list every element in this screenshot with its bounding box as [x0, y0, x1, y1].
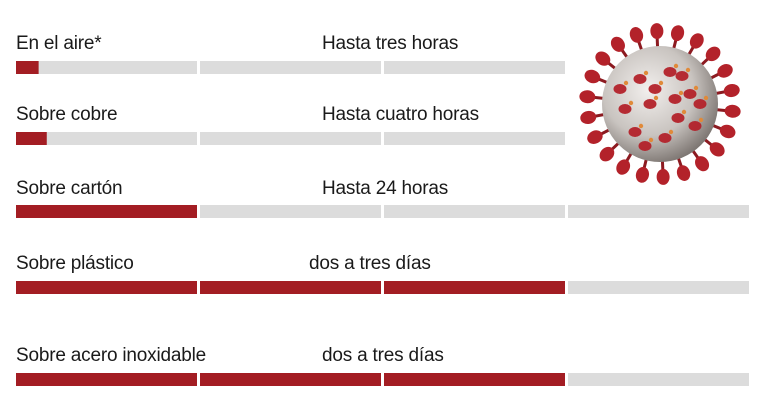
virus-surface-dot — [658, 80, 664, 86]
bar-fill-segment — [384, 373, 565, 386]
virus-surface-dot — [685, 67, 691, 73]
virus-spike — [595, 51, 611, 66]
virus-surface-dot — [623, 80, 629, 86]
virus-spike — [580, 110, 597, 125]
virus-spike — [587, 130, 603, 144]
virus-spike — [616, 159, 631, 175]
bar-track-segment — [568, 281, 749, 294]
virus-surface-spike — [613, 84, 627, 94]
bar-track-segment — [16, 61, 197, 74]
virus-surface-spike — [658, 133, 672, 143]
bar-track-segment — [384, 132, 565, 145]
bar-fill-segment — [200, 373, 381, 386]
virus-surface-dot — [681, 109, 687, 115]
bar-track-segment — [568, 373, 749, 386]
virus-surface-dot — [628, 100, 634, 106]
chart-row: En el aire* Hasta tres horas — [16, 33, 565, 74]
bar-fill-segment — [16, 281, 197, 294]
bar-fill-segment — [16, 61, 39, 74]
coronavirus-icon — [574, 12, 746, 192]
bar-fill-segment — [16, 132, 47, 145]
virus-spike — [723, 83, 740, 98]
bar-track-segment — [384, 61, 565, 74]
virus-spike — [695, 156, 710, 172]
virus-surface-dot — [693, 85, 699, 91]
virus-surface-spike — [675, 71, 689, 81]
row-label: En el aire* — [16, 33, 102, 54]
virus-surface-dot — [678, 90, 684, 96]
virus-spike — [724, 104, 741, 118]
virus-surface-spike — [618, 104, 632, 114]
row-duration: dos a tres días — [322, 345, 444, 366]
virus-surface-dot — [643, 70, 649, 76]
chart-row: Sobre cartón Hasta 24 horas — [16, 178, 749, 218]
virus-surface-dot — [673, 63, 679, 69]
virus-surface-spike — [693, 99, 707, 109]
virus-spike — [650, 23, 664, 40]
virus-surface-spike — [643, 99, 657, 109]
virus-surface-dot — [668, 129, 674, 135]
bar-track-segment — [384, 205, 565, 218]
virus-surface-spike — [638, 141, 652, 151]
chart-row: Sobre plástico dos a tres días — [16, 253, 749, 294]
virus-spike — [579, 90, 596, 104]
virus-surface-spike — [671, 113, 685, 123]
row-label: Sobre acero inoxidable — [16, 345, 206, 366]
bar-track-segment — [200, 205, 381, 218]
bar-fill-segment — [16, 373, 197, 386]
row-duration: Hasta 24 horas — [322, 178, 448, 199]
virus-spike — [656, 168, 670, 185]
virus-surface-dot — [648, 137, 654, 143]
virus-surface-dot — [638, 123, 644, 129]
virus-spike — [719, 124, 736, 139]
virus-spike — [705, 46, 721, 62]
virus-surface-spike — [688, 121, 702, 131]
virus-spike — [610, 36, 625, 52]
chart-row: Sobre acero inoxidable dos a tres días — [16, 345, 749, 386]
virus-surface-spike — [648, 84, 662, 94]
bar-fill-segment — [16, 205, 197, 218]
virus-spike — [635, 166, 650, 183]
chart-rows: En el aire* Hasta tres horas Sobre cobre Ha… — [16, 33, 749, 386]
virus-surface-spike — [633, 74, 647, 84]
virus-surface-spike — [668, 94, 682, 104]
virus-spike — [709, 142, 725, 157]
virus-surface-spike — [628, 127, 642, 137]
virus-spike — [689, 33, 704, 49]
row-label: Sobre cartón — [16, 178, 122, 199]
virus-spike — [717, 64, 733, 78]
row-label: Sobre cobre — [16, 104, 117, 125]
bar-track-segment — [200, 132, 381, 145]
bar-track-segment — [200, 61, 381, 74]
virus-spike — [584, 69, 601, 84]
virus-spike — [676, 165, 691, 181]
virus-surface-dot — [653, 95, 659, 101]
virus-surface-spike — [663, 67, 677, 77]
bar-track-segment — [16, 132, 197, 145]
row-duration: Hasta cuatro horas — [322, 104, 479, 125]
virus-spike — [599, 146, 615, 162]
chart-row: Sobre cobre Hasta cuatro horas — [16, 104, 565, 145]
bar-fill-segment — [200, 281, 381, 294]
row-duration: Hasta tres horas — [322, 33, 458, 54]
virus-spike — [670, 25, 685, 42]
row-label: Sobre plástico — [16, 253, 134, 274]
virus-surface-dot — [698, 117, 704, 123]
bar-track-segment — [568, 205, 749, 218]
bar-fill-segment — [384, 281, 565, 294]
virus-surface-spike — [683, 89, 697, 99]
virus-spike — [629, 27, 644, 43]
virus-surface-dot — [703, 95, 709, 101]
row-duration: dos a tres días — [309, 253, 431, 274]
